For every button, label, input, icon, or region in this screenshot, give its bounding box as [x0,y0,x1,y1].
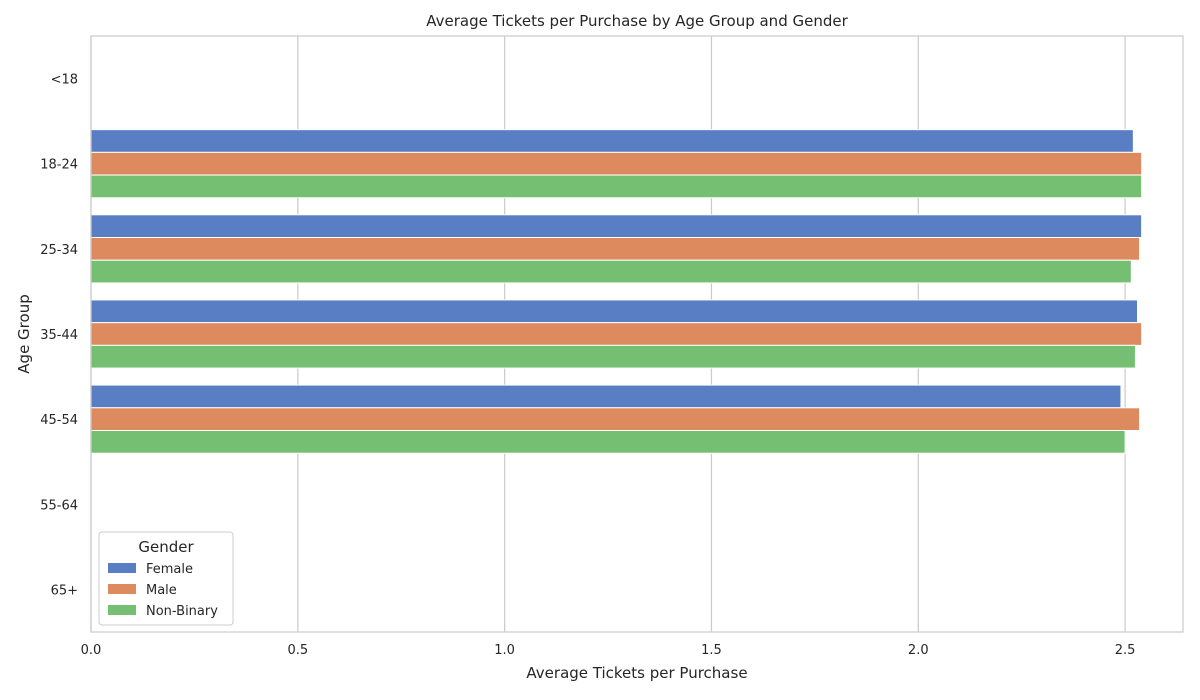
bar-female-3544 [90,299,1138,324]
legend-box [98,531,234,626]
y-tick-label: 65+ [51,583,78,598]
x-axis-title: Average Tickets per Purchase [526,664,747,682]
bar-male-2534 [90,237,1141,261]
chart-title: Average Tickets per Purchase by Age Grou… [426,12,848,30]
y-axis-title: Age Group [15,294,33,373]
bar-male-3544 [90,322,1143,346]
bar-female-1824 [90,129,1134,153]
legend-items: Female Male Non-Binary [108,562,218,619]
x-tick-label: 1.5 [701,643,722,658]
legend-title: Gender [138,538,194,556]
legend-label: Male [146,583,177,598]
y-tick-label: 45-54 [40,413,78,428]
bar-female-2534 [90,214,1143,239]
legend-label: Non-Binary [146,604,218,619]
x-tick-label: 0.5 [287,643,308,658]
y-tick-labels: <18 18-24 25-34 35-44 45-54 55-64 65+ [40,73,78,599]
y-tick-label: 55-64 [40,498,78,513]
x-tick-label: 2.0 [908,643,929,658]
bar-non-binary-1824 [90,174,1143,199]
plot-frame [90,35,1184,633]
legend-swatch [108,563,136,573]
legend-label: Female [146,562,193,577]
y-tick-label: 35-44 [40,328,78,343]
x-tick-labels: 0.0 0.5 1.0 1.5 2.0 2.5 [81,643,1136,658]
bar-male-4554 [90,407,1141,431]
y-tick-label: <18 [51,73,78,88]
x-tick-label: 2.5 [1115,643,1136,658]
legend: Gender Female Male Non-Binary [98,531,234,626]
bars-layer [90,129,1143,454]
x-tick-label: 0.0 [81,643,102,658]
y-tick-label: 25-34 [40,243,78,258]
bar-non-binary-4554 [90,429,1126,454]
legend-swatch [108,605,136,615]
bar-female-4554 [90,384,1122,409]
bar-non-binary-3544 [90,344,1136,369]
legend-swatch [108,584,136,594]
x-tick-label: 1.0 [494,643,515,658]
bar-non-binary-2534 [90,259,1132,284]
y-tick-label: 18-24 [40,158,78,173]
bar-male-1824 [90,151,1143,176]
